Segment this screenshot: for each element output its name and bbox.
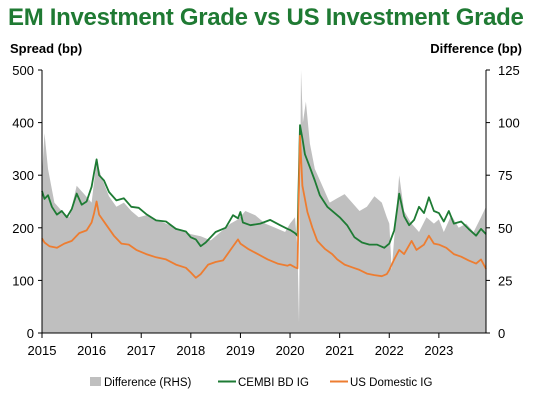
left-tick-label: 100 <box>12 273 34 288</box>
right-tick-label: 25 <box>498 273 512 288</box>
series-area-difference <box>42 70 486 333</box>
right-tick-label: 125 <box>498 63 520 78</box>
right-tick-label: 0 <box>498 326 505 341</box>
x-tick-label: 2018 <box>176 343 205 358</box>
x-tick-label: 2015 <box>28 343 57 358</box>
series-line-us-ig <box>41 134 487 279</box>
x-tick-label: 2022 <box>375 343 404 358</box>
left-axis-label: Spread (bp) <box>10 41 82 56</box>
legend-label: Difference (RHS) <box>104 377 192 389</box>
axes: 0 100 200 300 400 500 0 25 50 75 100 125 2015 2016 201… <box>12 63 519 358</box>
series-line-cembi <box>41 124 487 249</box>
left-tick-label: 400 <box>12 116 34 131</box>
left-tick-label: 0 <box>27 326 34 341</box>
legend-label: CEMBI BD IG <box>238 377 309 389</box>
x-tick-label: 2017 <box>127 343 156 358</box>
right-tick-label: 75 <box>498 168 512 183</box>
right-axis-label: Difference (bp) <box>430 41 522 56</box>
x-tick-label: 2021 <box>325 343 354 358</box>
right-tick-label: 50 <box>498 221 512 236</box>
plot-area <box>41 70 487 333</box>
legend-label: US Domestic IG <box>350 377 432 389</box>
left-tick-label: 300 <box>12 168 34 183</box>
x-tick-label: 2023 <box>424 343 453 358</box>
x-tick-label: 2019 <box>226 343 255 358</box>
left-tick-label: 200 <box>12 221 34 236</box>
right-tick-label: 100 <box>498 116 520 131</box>
legend-swatch-difference <box>90 377 101 386</box>
x-tick-label: 2020 <box>276 343 305 358</box>
left-tick-label: 500 <box>12 63 34 78</box>
chart-title: EM Investment Grade vs US Investment Gra… <box>8 4 524 31</box>
legend: Difference (RHS) CEMBI BD IG US Domestic I… <box>90 377 432 389</box>
x-tick-label: 2016 <box>77 343 106 358</box>
